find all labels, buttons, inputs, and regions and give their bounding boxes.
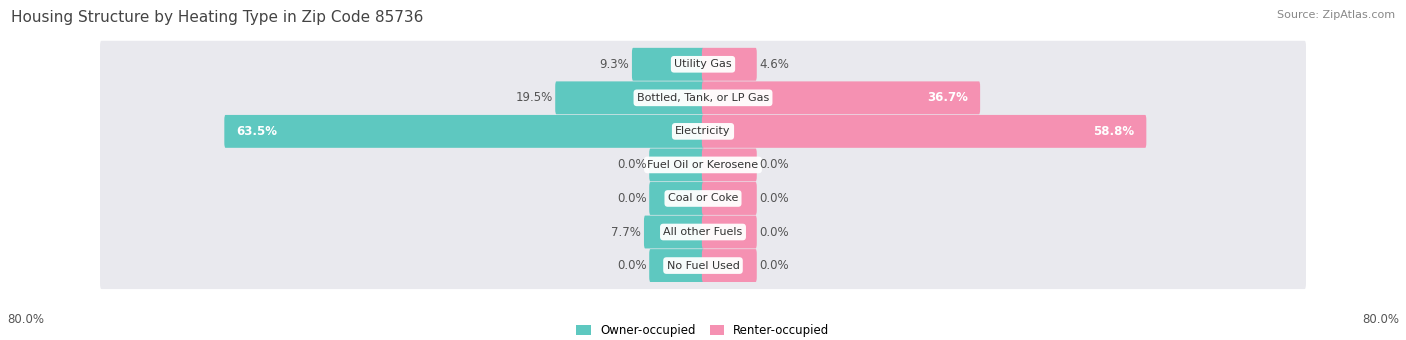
Text: Electricity: Electricity [675,126,731,136]
FancyBboxPatch shape [702,115,1146,148]
Text: 58.8%: 58.8% [1092,125,1133,138]
FancyBboxPatch shape [650,149,704,181]
Text: 0.0%: 0.0% [617,192,647,205]
FancyBboxPatch shape [702,249,756,282]
Text: 80.0%: 80.0% [1362,313,1399,326]
Text: Bottled, Tank, or LP Gas: Bottled, Tank, or LP Gas [637,93,769,103]
FancyBboxPatch shape [702,149,756,181]
Text: 0.0%: 0.0% [617,259,647,272]
FancyBboxPatch shape [100,208,1306,255]
Text: 0.0%: 0.0% [617,158,647,171]
Text: Housing Structure by Heating Type in Zip Code 85736: Housing Structure by Heating Type in Zip… [11,10,423,25]
FancyBboxPatch shape [100,41,1306,88]
Text: 0.0%: 0.0% [759,158,789,171]
Text: 0.0%: 0.0% [759,192,789,205]
Text: Utility Gas: Utility Gas [675,59,731,69]
Text: 19.5%: 19.5% [516,91,553,104]
Text: 0.0%: 0.0% [759,259,789,272]
FancyBboxPatch shape [644,216,704,249]
FancyBboxPatch shape [100,74,1306,121]
FancyBboxPatch shape [650,249,704,282]
FancyBboxPatch shape [702,216,756,249]
Text: 4.6%: 4.6% [759,58,789,71]
Text: Coal or Coke: Coal or Coke [668,193,738,203]
FancyBboxPatch shape [631,48,704,81]
FancyBboxPatch shape [702,182,756,215]
FancyBboxPatch shape [650,182,704,215]
FancyBboxPatch shape [100,175,1306,222]
Text: 63.5%: 63.5% [236,125,278,138]
FancyBboxPatch shape [702,81,980,114]
FancyBboxPatch shape [100,141,1306,188]
Text: 7.7%: 7.7% [612,225,641,239]
Text: Source: ZipAtlas.com: Source: ZipAtlas.com [1277,10,1395,20]
FancyBboxPatch shape [225,115,704,148]
Text: 0.0%: 0.0% [759,225,789,239]
FancyBboxPatch shape [100,108,1306,155]
Text: Fuel Oil or Kerosene: Fuel Oil or Kerosene [647,160,759,170]
Text: 9.3%: 9.3% [599,58,630,71]
Text: 80.0%: 80.0% [7,313,44,326]
Text: 36.7%: 36.7% [927,91,967,104]
Text: All other Fuels: All other Fuels [664,227,742,237]
Legend: Owner-occupied, Renter-occupied: Owner-occupied, Renter-occupied [572,319,834,340]
FancyBboxPatch shape [555,81,704,114]
FancyBboxPatch shape [100,242,1306,289]
Text: No Fuel Used: No Fuel Used [666,260,740,271]
FancyBboxPatch shape [702,48,756,81]
